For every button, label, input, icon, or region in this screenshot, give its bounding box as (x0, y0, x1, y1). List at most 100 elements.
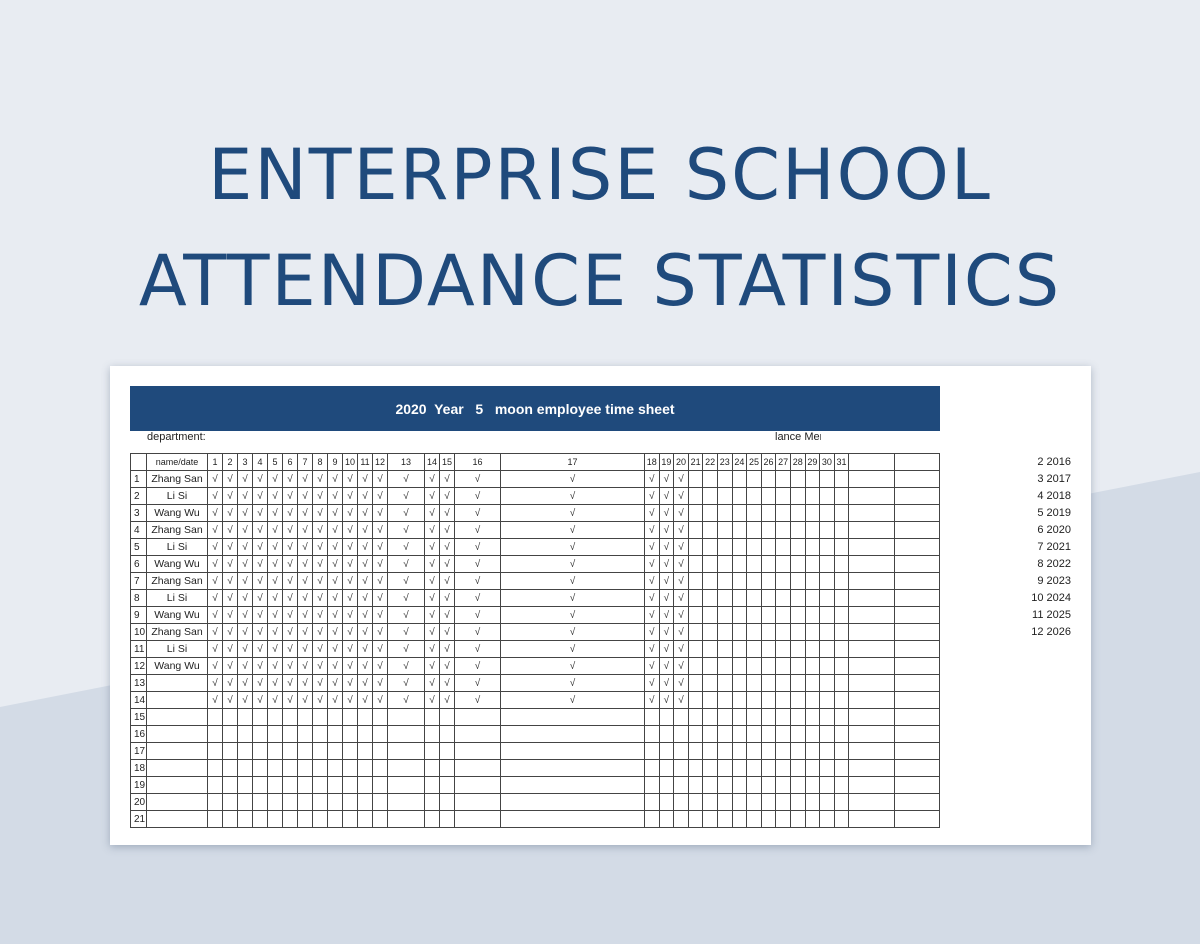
day-cell[interactable]: √ (282, 555, 298, 573)
day-cell[interactable]: √ (342, 504, 358, 522)
extra-cell[interactable] (894, 589, 941, 607)
employee-name[interactable]: Li Si (146, 589, 208, 607)
day-cell[interactable]: √ (644, 521, 660, 539)
day-cell[interactable] (357, 793, 373, 811)
extra-cell[interactable] (848, 657, 896, 675)
day-cell[interactable]: √ (424, 470, 440, 488)
day-cell[interactable] (746, 708, 762, 726)
day-cell[interactable] (775, 589, 791, 607)
day-cell[interactable] (312, 759, 328, 777)
day-cell[interactable]: √ (252, 521, 268, 539)
day-cell[interactable] (804, 470, 821, 488)
extra-cell[interactable] (848, 623, 896, 641)
extra-cell[interactable] (848, 810, 896, 828)
extra-cell[interactable] (848, 572, 896, 590)
day-cell[interactable] (237, 708, 253, 726)
day-cell[interactable] (833, 521, 850, 539)
day-cell[interactable]: √ (252, 674, 268, 692)
day-cell[interactable]: √ (387, 470, 425, 488)
day-cell[interactable] (746, 674, 762, 692)
day-cell[interactable] (439, 759, 455, 777)
day-cell[interactable]: √ (237, 589, 253, 607)
day-cell[interactable] (819, 623, 835, 641)
day-cell[interactable] (424, 776, 440, 794)
day-cell[interactable] (746, 487, 762, 505)
extra-cell[interactable] (848, 776, 896, 794)
day-cell[interactable]: √ (312, 606, 328, 624)
day-cell[interactable]: √ (673, 572, 689, 590)
row-number[interactable]: 8 (130, 589, 147, 607)
day-cell[interactable] (282, 759, 298, 777)
day-cell[interactable] (644, 742, 660, 760)
day-cell[interactable]: √ (387, 674, 425, 692)
day-cell[interactable] (297, 708, 313, 726)
day-cell[interactable] (702, 623, 718, 641)
day-cell[interactable] (702, 674, 718, 692)
day-cell[interactable]: √ (237, 640, 253, 658)
day-cell[interactable] (775, 742, 791, 760)
day-cell[interactable]: √ (267, 521, 283, 539)
day-cell[interactable]: √ (207, 623, 223, 641)
day-cell[interactable] (833, 572, 850, 590)
day-cell[interactable]: √ (673, 674, 689, 692)
day-cell[interactable] (819, 691, 835, 709)
day-cell[interactable] (775, 776, 791, 794)
day-cell[interactable] (327, 742, 343, 760)
day-cell[interactable]: √ (439, 504, 455, 522)
day-cell[interactable] (804, 793, 821, 811)
row-number[interactable]: 20 (130, 793, 147, 811)
day-cell[interactable] (312, 810, 328, 828)
day-cell[interactable] (760, 793, 777, 811)
employee-name[interactable] (146, 776, 208, 794)
day-cell[interactable] (746, 691, 762, 709)
day-cell[interactable]: √ (673, 657, 689, 675)
day-cell[interactable]: √ (424, 657, 440, 675)
day-cell[interactable] (342, 793, 358, 811)
day-cell[interactable]: √ (644, 487, 660, 505)
day-cell[interactable]: √ (357, 538, 373, 556)
day-cell[interactable]: √ (424, 623, 440, 641)
day-cell[interactable]: √ (327, 538, 343, 556)
day-cell[interactable]: √ (342, 657, 358, 675)
day-cell[interactable] (357, 776, 373, 794)
day-cell[interactable] (500, 759, 645, 777)
day-cell[interactable]: √ (357, 674, 373, 692)
day-cell[interactable]: √ (237, 538, 253, 556)
day-cell[interactable] (387, 793, 425, 811)
day-cell[interactable]: √ (454, 487, 501, 505)
day-cell[interactable] (702, 725, 718, 743)
day-cell[interactable] (819, 810, 835, 828)
day-cell[interactable] (702, 589, 718, 607)
day-cell[interactable] (454, 725, 501, 743)
day-cell[interactable]: √ (207, 674, 223, 692)
day-cell[interactable]: √ (454, 623, 501, 641)
day-cell[interactable] (760, 725, 777, 743)
day-cell[interactable]: √ (342, 538, 358, 556)
day-cell[interactable] (658, 708, 675, 726)
row-number[interactable]: 11 (130, 640, 147, 658)
day-cell[interactable] (746, 742, 762, 760)
day-cell[interactable] (687, 657, 704, 675)
day-cell[interactable] (731, 606, 748, 624)
day-cell[interactable]: √ (658, 504, 675, 522)
day-cell[interactable] (760, 504, 777, 522)
day-cell[interactable]: √ (372, 538, 388, 556)
day-cell[interactable] (297, 810, 313, 828)
day-cell[interactable]: √ (454, 538, 501, 556)
day-cell[interactable]: √ (500, 640, 645, 658)
day-cell[interactable] (775, 708, 791, 726)
day-cell[interactable] (819, 776, 835, 794)
day-cell[interactable] (716, 657, 733, 675)
day-cell[interactable]: √ (439, 572, 455, 590)
day-cell[interactable] (819, 538, 835, 556)
day-cell[interactable]: √ (267, 538, 283, 556)
day-cell[interactable]: √ (357, 504, 373, 522)
day-cell[interactable] (819, 589, 835, 607)
day-cell[interactable] (500, 793, 645, 811)
day-cell[interactable] (746, 572, 762, 590)
day-cell[interactable] (644, 793, 660, 811)
day-cell[interactable]: √ (312, 487, 328, 505)
extra-cell[interactable] (894, 470, 941, 488)
day-cell[interactable] (746, 538, 762, 556)
day-cell[interactable] (372, 725, 388, 743)
